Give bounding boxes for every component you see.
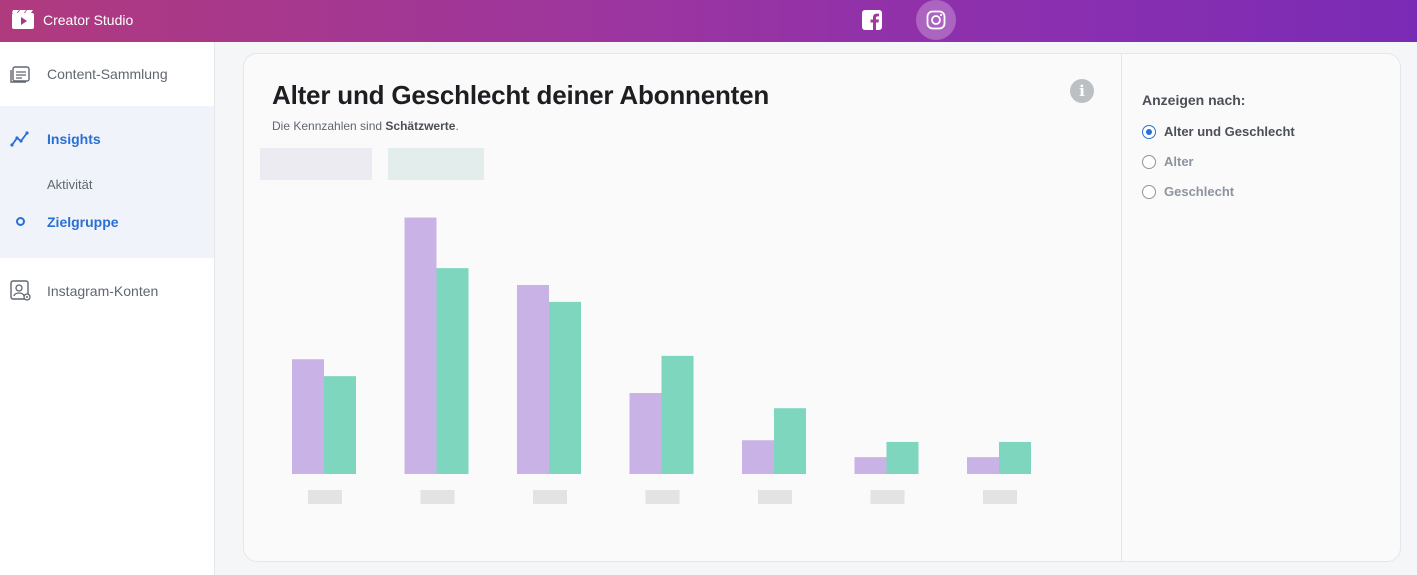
account-settings-icon [10, 280, 31, 301]
bar-series-0-group-1[interactable] [404, 217, 437, 475]
legend-placeholder [260, 148, 484, 180]
active-dot-icon [16, 217, 25, 226]
display-by-title: Anzeigen nach: [1142, 92, 1246, 108]
app-title: Creator Studio [43, 11, 134, 28]
tick-label-5 [870, 490, 905, 504]
tick-label-2 [533, 490, 567, 504]
radio-age-and-gender[interactable]: Alter und Geschlecht [1142, 124, 1295, 139]
radio-button-checked[interactable] [1142, 124, 1156, 139]
radio-label: Alter [1164, 154, 1194, 169]
bar-series-1-group-4[interactable] [774, 408, 806, 474]
bar-series-0-group-3[interactable] [629, 393, 662, 474]
sidebar-item-insights[interactable]: Insights [0, 127, 214, 151]
info-icon[interactable]: i [1070, 79, 1094, 103]
radio-button[interactable] [1142, 154, 1156, 169]
facebook-platform-button[interactable] [861, 9, 883, 31]
bar-series-0-group-5[interactable] [854, 457, 887, 474]
tick-label-0 [308, 490, 342, 504]
bar-series-0-group-0[interactable] [292, 359, 324, 474]
radio-label: Geschlecht [1164, 184, 1235, 199]
sidebar-item-content-library[interactable]: Content-Sammlung [0, 62, 214, 86]
content-library-icon [10, 66, 30, 83]
creator-studio-logo-icon [12, 10, 34, 29]
bar-series-0-group-2[interactable] [517, 285, 549, 474]
radio-gender[interactable]: Geschlecht [1142, 184, 1234, 199]
radio-label: Alter und Geschlecht [1164, 124, 1295, 139]
bar-series-0-group-6[interactable] [967, 457, 999, 474]
sidebar: Content-Sammlung Insights Aktivität Ziel… [0, 42, 215, 575]
sidebar-item-label: Instagram-Konten [47, 283, 159, 299]
facebook-icon [862, 10, 882, 30]
bar-series-1-group-6[interactable] [999, 441, 1031, 474]
radio-age[interactable]: Alter [1142, 154, 1194, 169]
bar-series-1-group-5[interactable] [886, 441, 919, 474]
tick-label-1 [420, 490, 455, 504]
subtitle-suffix: . [455, 119, 459, 133]
sidebar-item-label: Insights [47, 131, 101, 147]
audience-card: Alter und Geschlecht deiner Abonnenten D… [243, 53, 1401, 562]
bar-series-1-group-0[interactable] [324, 376, 356, 474]
sidebar-item-activity[interactable]: Aktivität [0, 173, 214, 195]
tick-label-3 [645, 490, 680, 504]
sidebar-item-label: Content-Sammlung [47, 66, 168, 82]
bar-series-1-group-3[interactable] [661, 355, 694, 474]
insights-trend-icon [10, 131, 29, 147]
bar-series-0-group-4[interactable] [742, 440, 774, 474]
card-subtitle: Die Kennzahlen sind Schätzwerte. [272, 119, 459, 133]
subtitle-prefix: Die Kennzahlen sind [272, 119, 386, 133]
tick-label-4 [758, 490, 792, 504]
tick-label-6 [983, 490, 1017, 504]
age-gender-bar-chart [260, 148, 1031, 504]
sidebar-item-label: Aktivität [47, 176, 93, 192]
bar-series-1-group-1[interactable] [436, 268, 469, 474]
bar-series-1-group-2[interactable] [549, 301, 581, 474]
radio-button[interactable] [1142, 184, 1156, 199]
top-bar: Creator Studio [0, 0, 1417, 42]
sidebar-item-instagram-accounts[interactable]: Instagram-Konten [0, 279, 214, 303]
subtitle-bold: Schätzwerte [385, 119, 456, 133]
brand[interactable]: Creator Studio [11, 9, 133, 30]
panel-divider [1121, 54, 1122, 561]
card-title: Alter und Geschlecht deiner Abonnenten [272, 80, 770, 110]
sidebar-item-audience[interactable]: Zielgruppe [0, 211, 214, 233]
sidebar-item-label: Zielgruppe [47, 214, 119, 230]
insights-nav-group [0, 106, 214, 258]
instagram-platform-button[interactable] [916, 0, 956, 40]
instagram-icon [926, 10, 946, 30]
